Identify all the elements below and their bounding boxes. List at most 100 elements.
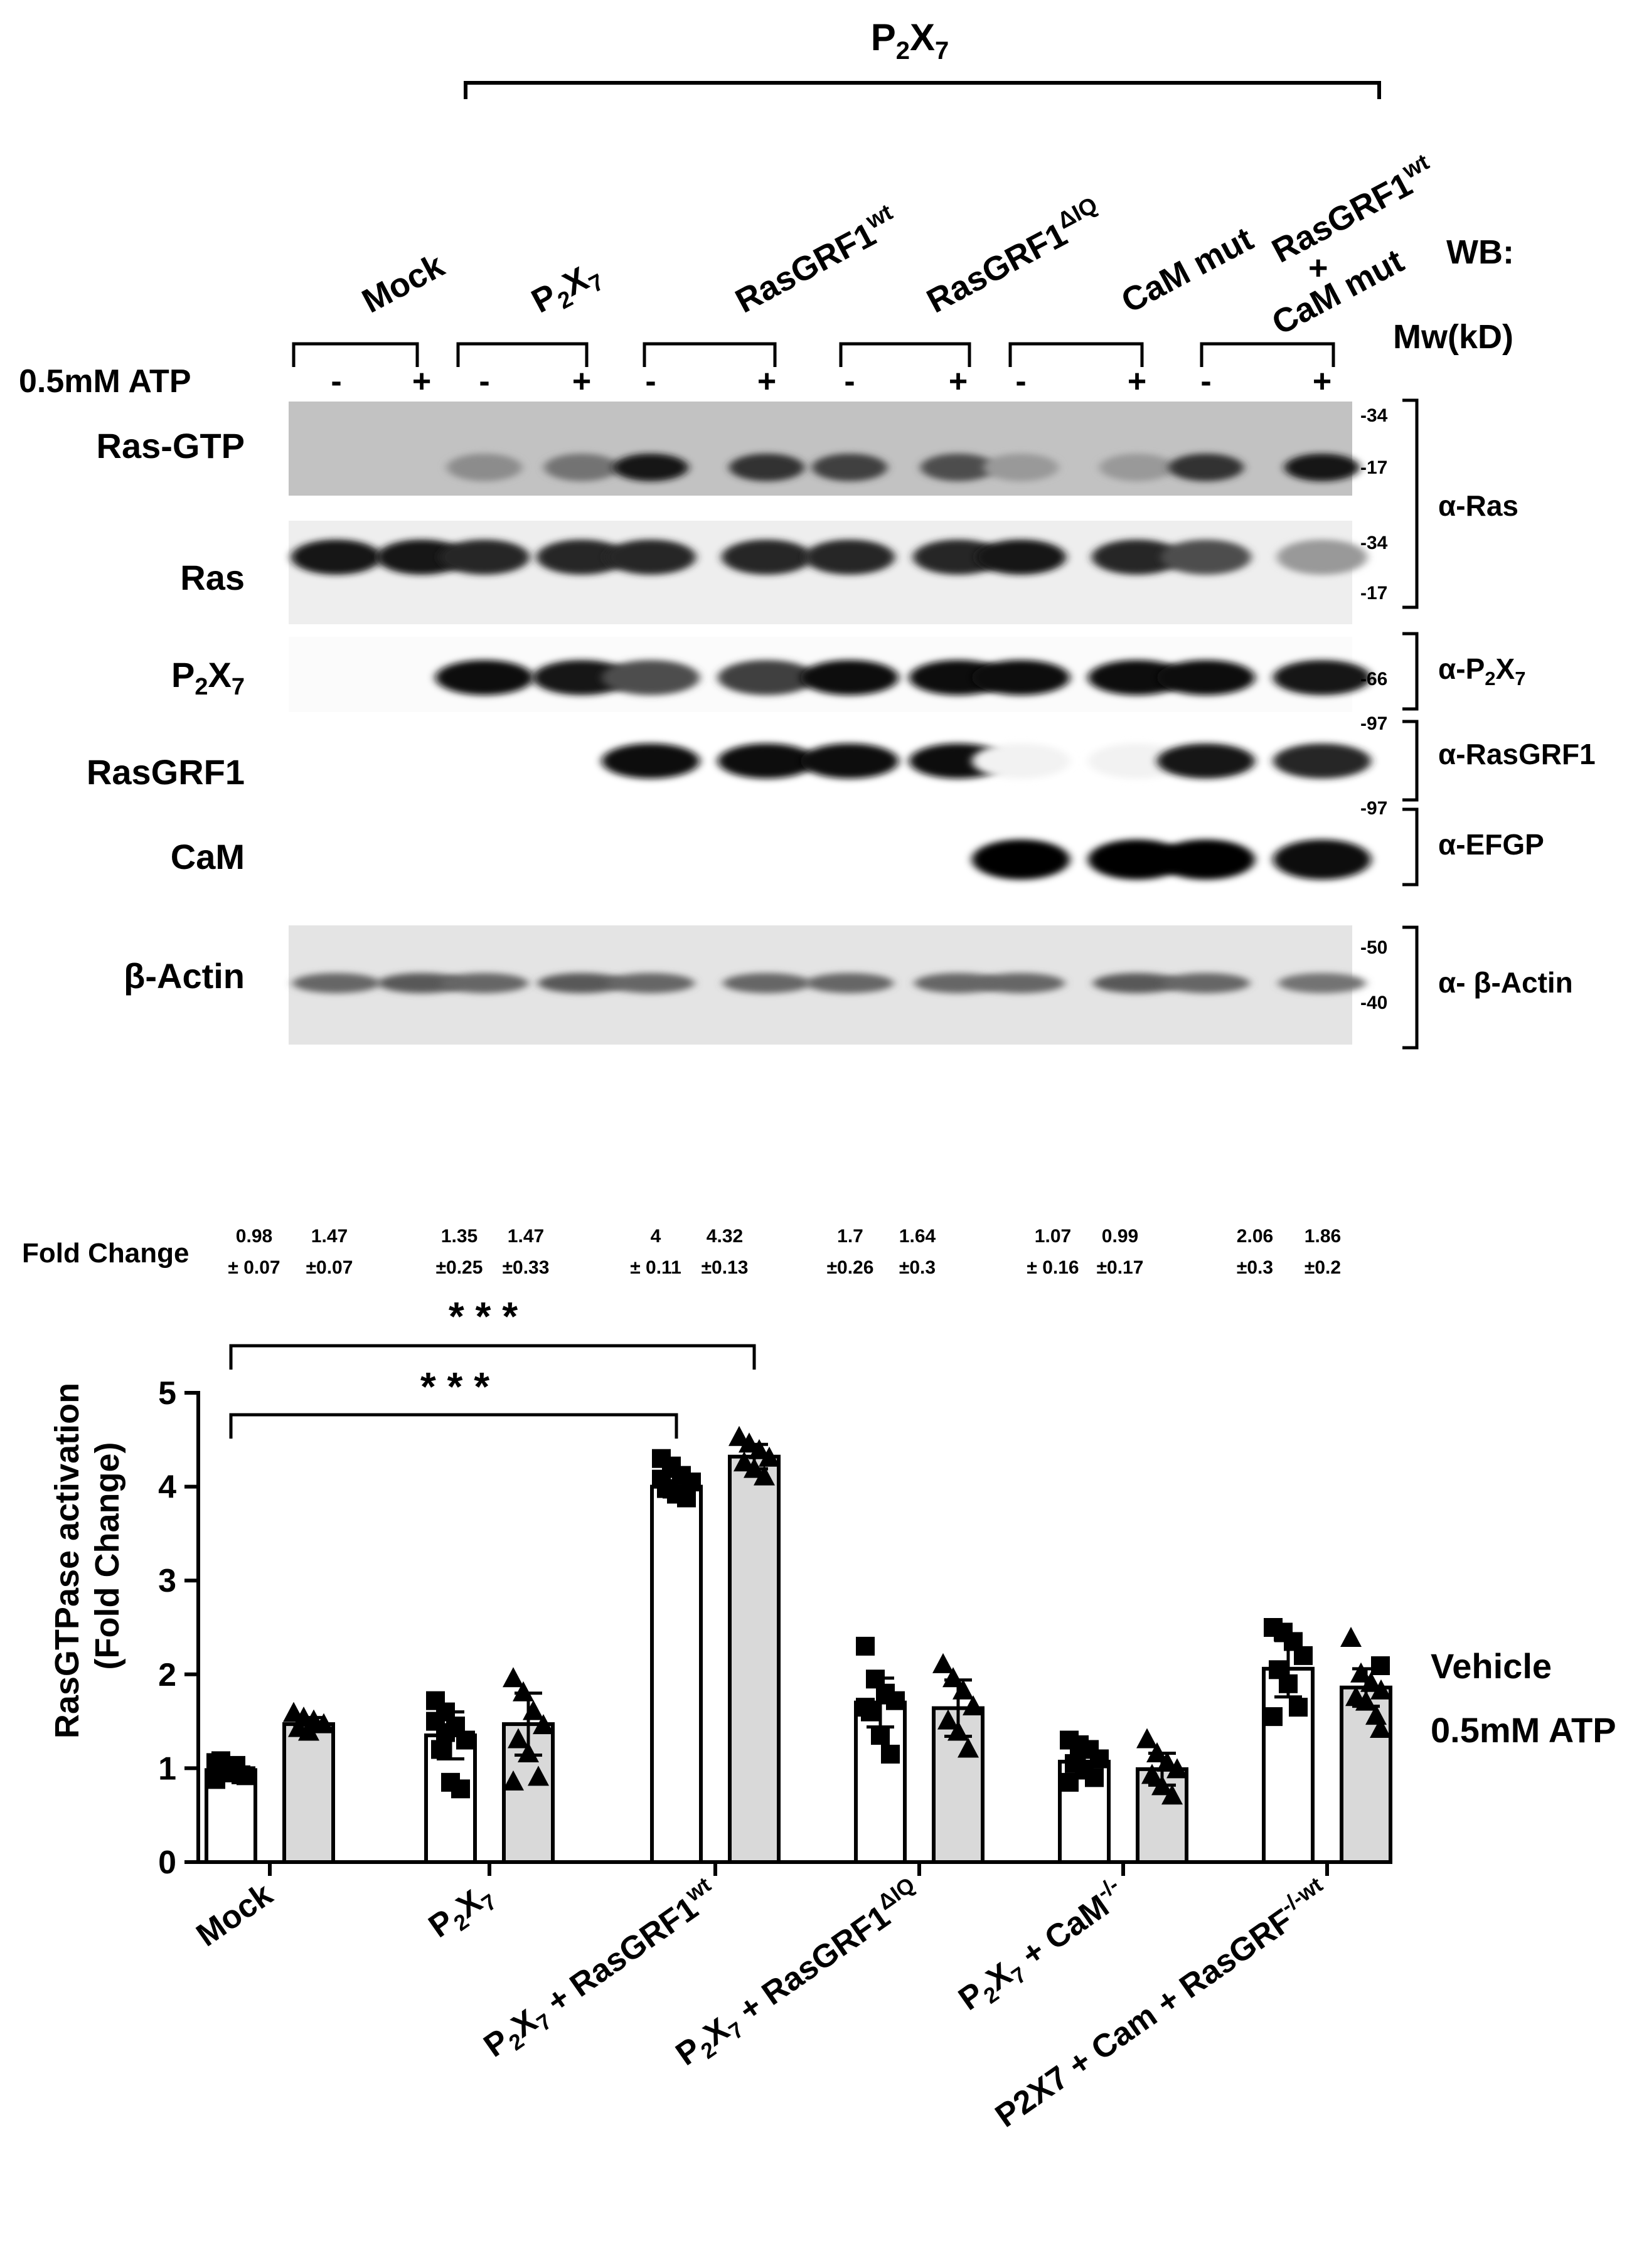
minus-sign: - xyxy=(844,363,855,400)
atp-point xyxy=(508,1728,529,1749)
band xyxy=(921,454,996,481)
mw-marker: -34 xyxy=(1360,533,1388,553)
y-axis: 0 1 2 3 4 5 xyxy=(158,1375,200,1881)
band xyxy=(602,660,700,695)
significance-bracket xyxy=(229,1344,756,1370)
bar-atp xyxy=(282,1722,335,1864)
fold-change-error: ±0.3 xyxy=(1237,1257,1273,1278)
band xyxy=(983,454,1059,481)
antibody-label: α-Ras xyxy=(1438,489,1518,522)
mw-marker: -97 xyxy=(1360,713,1387,734)
vehicle-point xyxy=(456,1730,475,1750)
fold-change-value: 1.86 xyxy=(1305,1226,1341,1247)
protein-row-label: CaM xyxy=(171,837,245,876)
band xyxy=(1162,973,1250,993)
blot-strip-ras xyxy=(289,521,1367,624)
vehicle-point xyxy=(886,1691,905,1710)
mw-marker: -50 xyxy=(1360,937,1387,958)
legend-item: Vehicle xyxy=(1371,1646,1552,1686)
lane-pair-bracket xyxy=(839,342,971,367)
legend: Vehicle 0.5mM ATP xyxy=(1370,1646,1616,1750)
band xyxy=(1161,540,1251,575)
band xyxy=(723,973,811,993)
fold-change-error: ± 0.07 xyxy=(228,1257,280,1278)
lane-label: RasGRF1wt xyxy=(727,199,905,320)
atp-point xyxy=(503,1667,524,1688)
band xyxy=(538,973,626,993)
plus-sign: + xyxy=(757,363,776,400)
vehicle-point xyxy=(652,1469,671,1489)
band xyxy=(718,660,816,695)
blot-strip-rasgrf1 xyxy=(289,721,1371,803)
atp-point xyxy=(728,1425,750,1446)
significance-label: * * * xyxy=(449,1294,518,1339)
vehicle-point xyxy=(1264,1707,1283,1727)
fold-change-value: 4.32 xyxy=(707,1226,743,1247)
fold-change-error: ±0.26 xyxy=(827,1257,874,1278)
antibody-label: α-RasGRF1 xyxy=(1438,738,1596,770)
group-header-bracket xyxy=(464,81,1381,99)
vehicle-point xyxy=(232,1765,250,1784)
antibody-bracket xyxy=(1402,398,1419,609)
fold-change-error: ±0.3 xyxy=(899,1257,936,1278)
band xyxy=(1099,454,1175,481)
significance-bracket xyxy=(229,1413,678,1439)
y-tick-label: 5 xyxy=(158,1375,176,1412)
fold-change-error: ±0.13 xyxy=(702,1257,749,1278)
mw-marker: -97 xyxy=(1360,798,1387,819)
vehicle-point xyxy=(856,1698,875,1717)
lane-label: RasGRF1ΔIQ xyxy=(919,192,1110,321)
wb-label: WB: xyxy=(1446,233,1514,271)
atp-point xyxy=(734,1451,755,1472)
atp-point xyxy=(528,1765,549,1786)
bar-chart: RasGTPase activation (Fold Change) 0 1 2 3 4… xyxy=(48,1294,1616,2134)
antibody-label: α-EFGP xyxy=(1438,828,1544,861)
band xyxy=(976,540,1066,575)
fold-change-row: Fold Change 0.98 ± 0.07 1.47 ±0.07 1.35 ±0.25… xyxy=(22,1226,1341,1278)
legend-label: 0.5mM ATP xyxy=(1431,1710,1616,1750)
band xyxy=(913,540,1003,575)
blot-strip-actin xyxy=(289,925,1366,1045)
blot-strip-p2x7 xyxy=(289,637,1371,712)
fold-change-error: ±0.33 xyxy=(503,1257,550,1278)
group-header: P2X7 xyxy=(871,16,949,65)
significance-label: * * * xyxy=(420,1364,489,1409)
minus-sign: - xyxy=(479,363,489,400)
x-tick-label: P2X7 + Cam + RasGRF-/-wt xyxy=(986,1872,1337,2134)
band xyxy=(378,973,466,993)
antibody-labels: α-Ras α-P2X7 α-RasGRF1 α-EFGP α- β-Actin xyxy=(1402,398,1596,1050)
plus-sign: + xyxy=(949,363,968,400)
band xyxy=(376,540,467,575)
atp-point xyxy=(958,1737,979,1758)
fold-change-error: ±0.25 xyxy=(436,1257,483,1278)
mw-marker: -17 xyxy=(1360,457,1387,478)
x-tick-label: P2X7 + RasGRF1ΔIQ xyxy=(667,1873,931,2077)
fold-change-error: ±0.07 xyxy=(306,1257,353,1278)
lane-pair-bracket xyxy=(1200,342,1335,367)
band xyxy=(291,540,382,575)
band xyxy=(1168,454,1244,481)
bar-vehicle xyxy=(650,1484,703,1865)
y-tick-label: 0 xyxy=(158,1845,176,1881)
band xyxy=(1157,660,1255,695)
band xyxy=(804,540,895,575)
fold-change-value: 2.06 xyxy=(1237,1226,1273,1247)
band xyxy=(801,660,899,695)
vehicle-point xyxy=(1294,1646,1313,1665)
x-tick-label: Mock xyxy=(190,1876,279,1954)
band xyxy=(536,540,627,575)
lane-label: CaM mut xyxy=(1115,220,1259,321)
atp-point xyxy=(313,1713,334,1733)
fold-change-value: 1.47 xyxy=(311,1226,348,1247)
legend-item: 0.5mM ATP xyxy=(1370,1710,1616,1750)
fold-change-value: 1.47 xyxy=(508,1226,544,1247)
mw-marker: -17 xyxy=(1360,583,1387,604)
band xyxy=(729,454,804,481)
plus-sign: + xyxy=(1128,363,1146,400)
band xyxy=(440,973,528,993)
band xyxy=(1088,743,1186,779)
minus-sign: - xyxy=(1200,363,1211,400)
atp-point xyxy=(754,1465,775,1486)
